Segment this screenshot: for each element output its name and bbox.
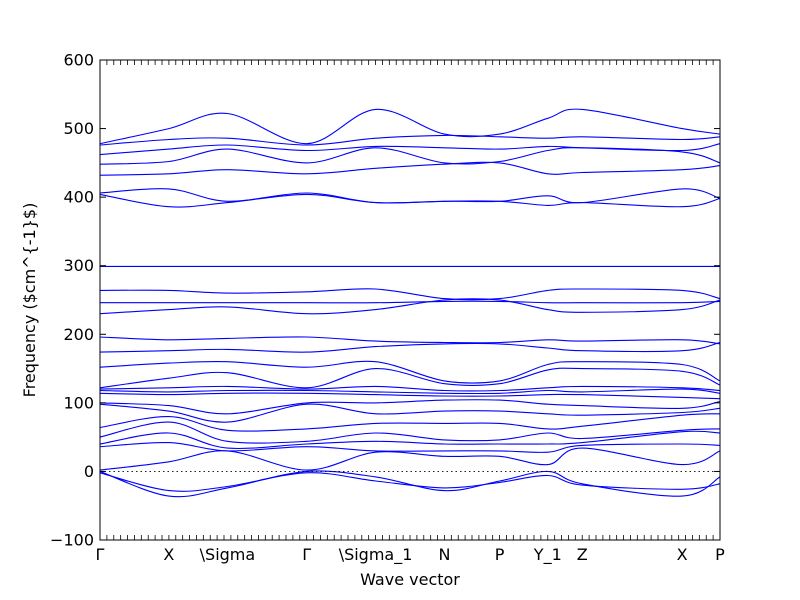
band-lines <box>99 108 721 498</box>
x-tick-label-5: N <box>438 545 450 564</box>
band-line-12 <box>99 336 721 345</box>
band-line-11 <box>99 298 721 315</box>
x-tick-label-2: \Sigma <box>200 545 256 564</box>
y-tick-label-1: 0 <box>84 462 94 481</box>
y-tick-label-0: −100 <box>50 531 94 550</box>
band-line-7 <box>99 193 721 208</box>
y-tick-label-6: 500 <box>63 119 94 138</box>
band-line-27 <box>99 472 721 492</box>
plot-area: −100 0 100 200 300 400 500 600 Γ X \Sigma Γ \Sigma_… <box>50 51 725 566</box>
x-tick-label-7: Y_1 <box>533 545 562 565</box>
band-line-20 <box>99 403 721 423</box>
band-line-25 <box>99 447 721 471</box>
x-tick-label-9: X <box>677 545 688 564</box>
x-tick-label-1: X <box>163 545 174 564</box>
band-line-4 <box>99 147 721 165</box>
band-line-23 <box>99 430 721 450</box>
band-line-13 <box>99 341 721 353</box>
y-axis-ticks: −100 0 100 200 300 400 500 600 <box>50 51 720 550</box>
band-line-5 <box>99 161 721 176</box>
x-tick-label-3: Γ <box>302 545 311 564</box>
band-line-3 <box>99 143 721 156</box>
x-tick-label-4: \Sigma_1 <box>339 545 413 565</box>
y-axis-label: Frequency ($cm^{-1}$) <box>20 203 39 398</box>
band-line-18 <box>99 392 721 400</box>
band-line-16 <box>99 385 721 392</box>
band-line-9 <box>99 288 721 301</box>
band-line-14 <box>99 360 721 384</box>
band-line-26 <box>99 470 721 498</box>
x-axis-label: Wave vector <box>360 570 460 589</box>
y-tick-label-3: 200 <box>63 325 94 344</box>
band-line-15 <box>99 367 721 389</box>
band-line-19 <box>99 399 721 415</box>
band-line-1 <box>99 108 721 145</box>
x-tick-label-10: P <box>715 545 725 564</box>
y-tick-label-2: 100 <box>63 393 94 412</box>
x-tick-label-6: P <box>495 545 505 564</box>
y-tick-label-7: 600 <box>63 51 94 70</box>
band-line-24 <box>99 441 721 453</box>
band-line-17 <box>99 388 721 395</box>
band-line-22 <box>99 421 721 444</box>
x-tick-label-8: Z <box>577 545 588 564</box>
band-line-21 <box>99 413 721 432</box>
band-line-2 <box>99 134 721 146</box>
y-tick-label-4: 300 <box>63 256 94 275</box>
band-line-10 <box>100 300 721 304</box>
y-tick-label-5: 400 <box>63 188 94 207</box>
x-axis-ticks: Γ X \Sigma Γ \Sigma_1 N P Y_1 Z X P <box>96 60 725 565</box>
band-line-6 <box>99 188 721 204</box>
x-tick-label-0: Γ <box>96 545 105 564</box>
plot-frame <box>99 59 721 541</box>
